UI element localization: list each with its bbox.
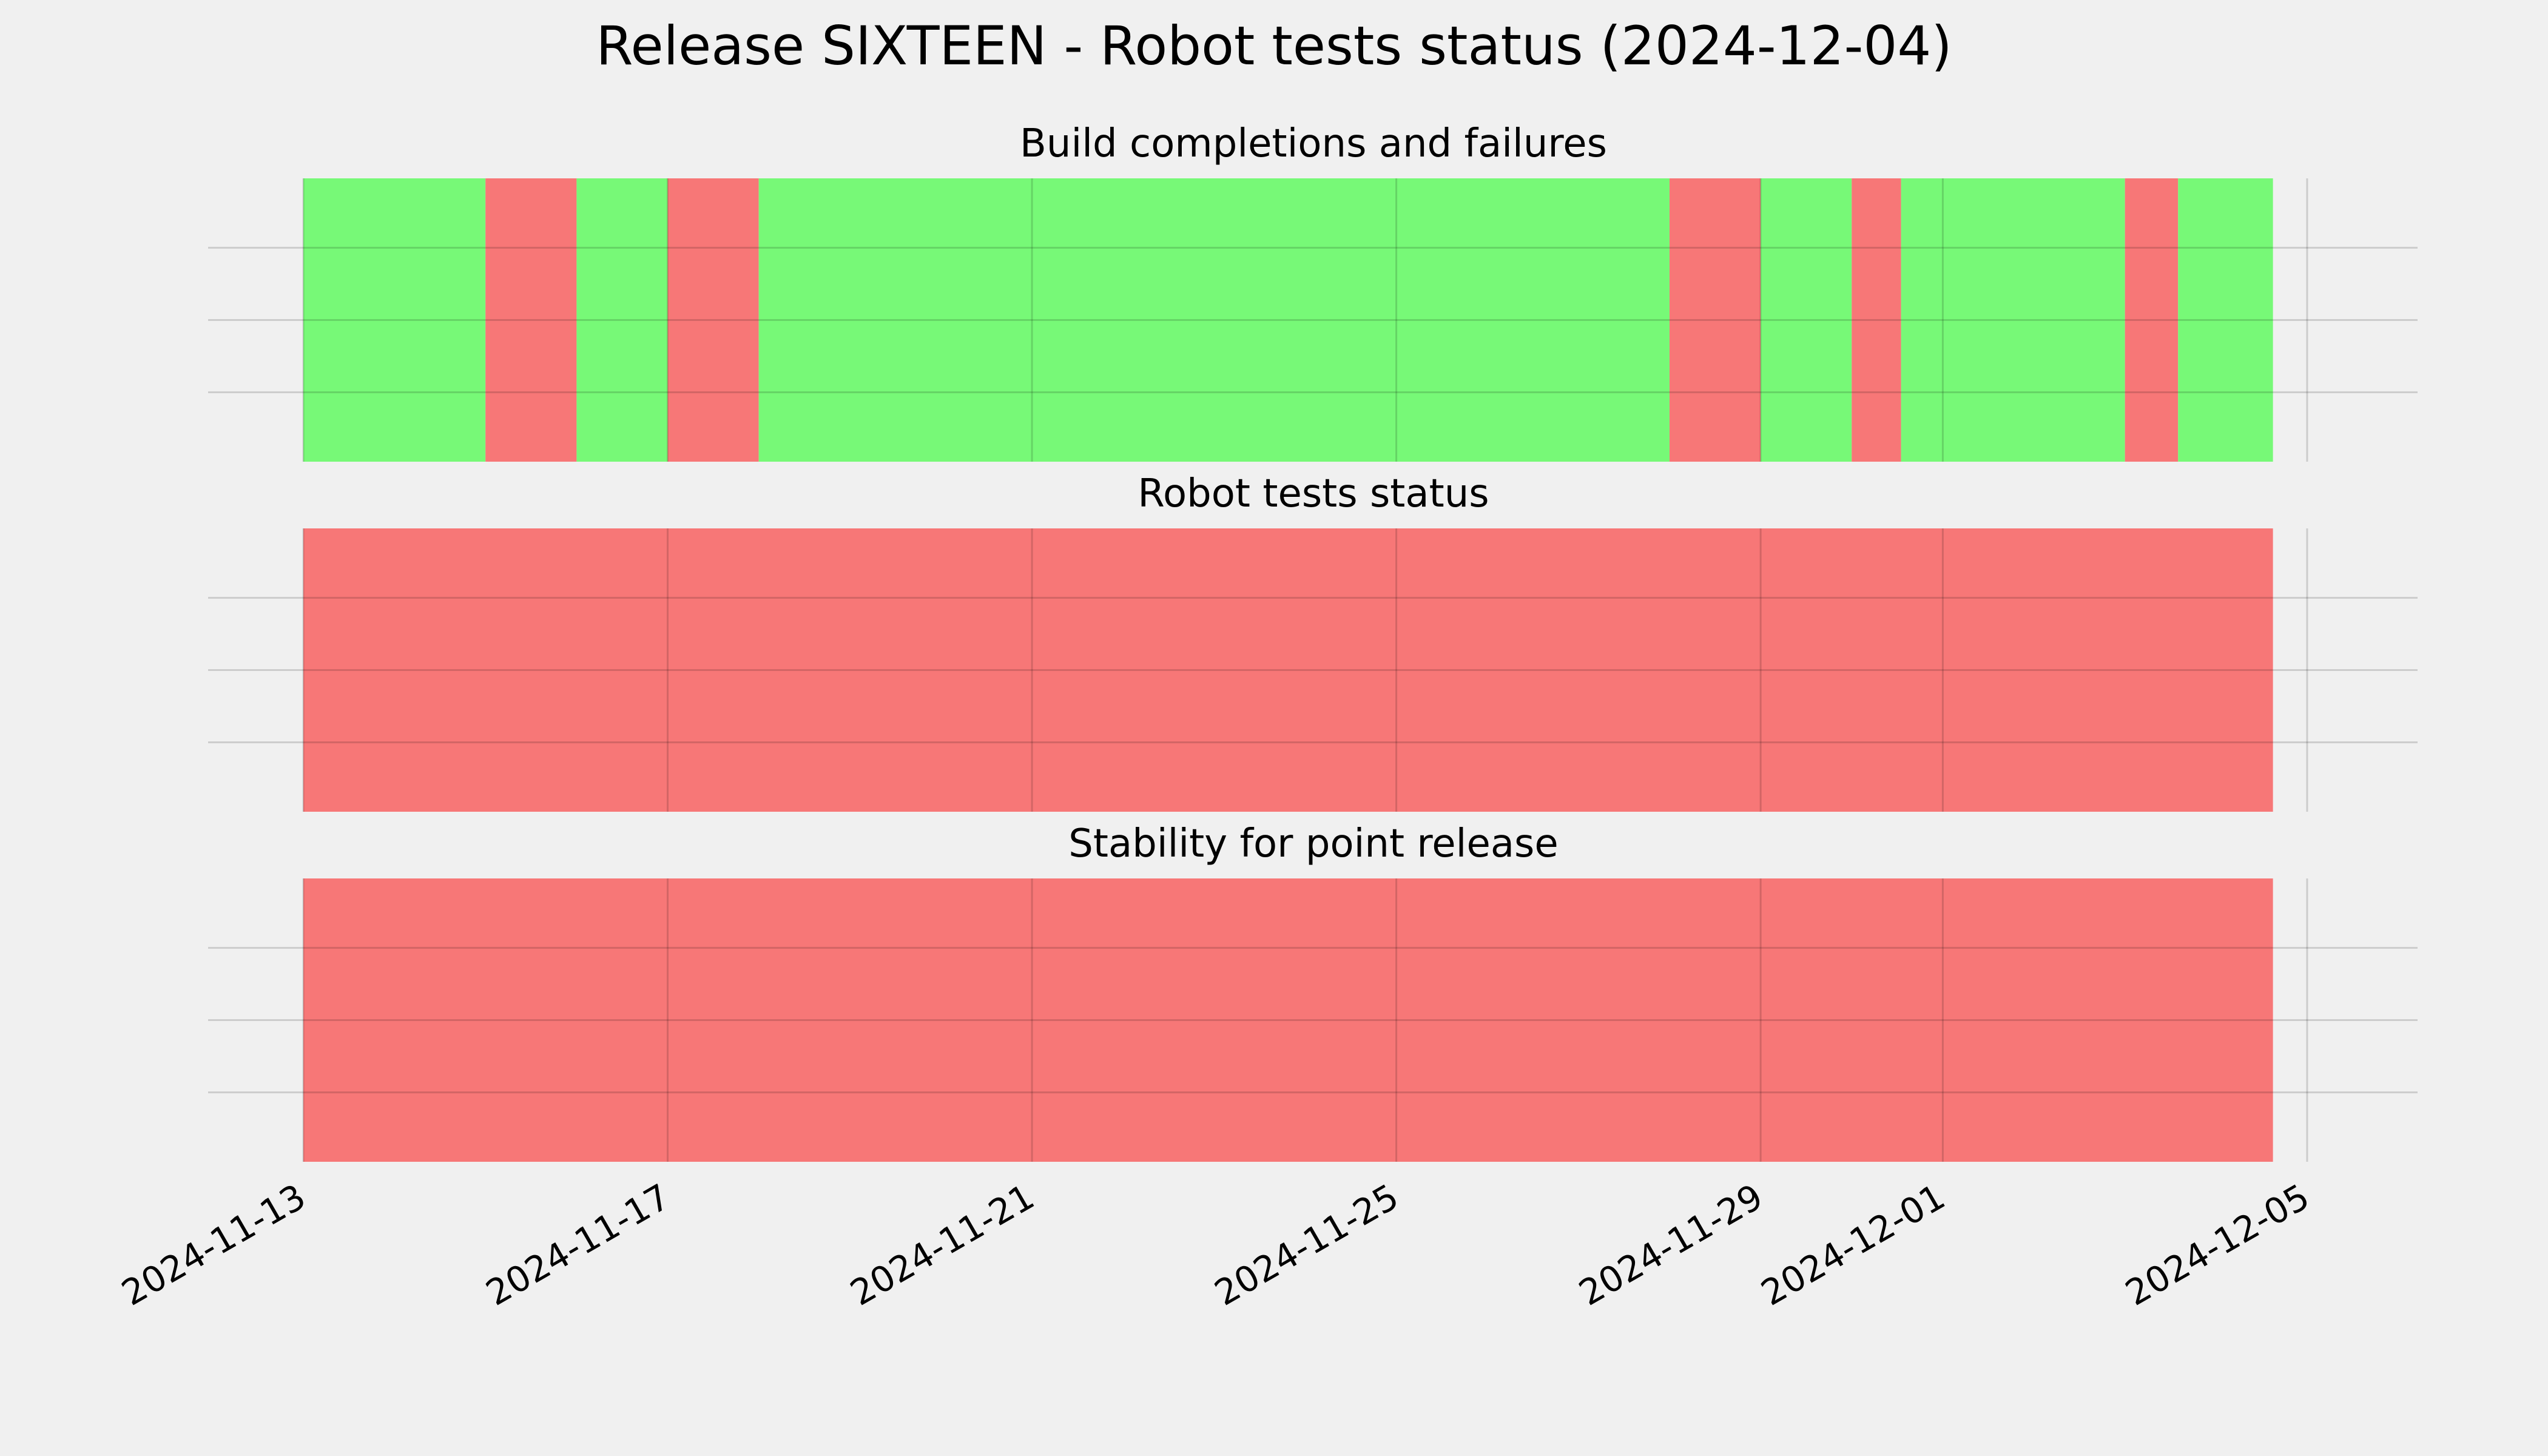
segment-fail <box>303 528 2273 812</box>
segment-fail <box>303 878 2273 1162</box>
segment-fail <box>2125 178 2179 462</box>
segment-pass <box>303 178 486 462</box>
x-tick-label: 2024-11-13 <box>115 1176 312 1313</box>
segment-pass <box>576 178 668 462</box>
x-tick-label: 2024-12-05 <box>2118 1176 2316 1313</box>
x-axis-ticks: 2024-11-13 2024-11-17 2024-11-21 2024-11-25… <box>115 1176 2316 1313</box>
panel-3: Stability for point release <box>208 821 2418 1162</box>
segment-fail <box>485 178 577 462</box>
x-tick-label: 2024-11-29 <box>1572 1176 1770 1313</box>
segment-pass <box>1901 178 2125 462</box>
x-tick-label: 2024-11-25 <box>1208 1176 1406 1313</box>
panel-2-title: Robot tests status <box>1138 471 1489 516</box>
panel-3-title: Stability for point release <box>1068 821 1559 866</box>
panels: Build completions and failures Robot test… <box>208 121 2418 1162</box>
segment-pass <box>2178 178 2273 462</box>
panel-1: Build completions and failures <box>208 121 2418 462</box>
x-tick-label: 2024-12-01 <box>1754 1176 1952 1313</box>
chart-title: Release SIXTEEN - Robot tests status (20… <box>596 15 1952 77</box>
segment-pass <box>758 178 1670 462</box>
segment-fail <box>1670 178 1761 462</box>
segment-pass <box>1761 178 1852 462</box>
panel-1-title: Build completions and failures <box>1020 121 1607 166</box>
x-tick-label: 2024-11-21 <box>843 1176 1041 1313</box>
segment-fail <box>1852 178 1901 462</box>
panel-2: Robot tests status <box>208 471 2418 812</box>
segment-fail <box>667 178 759 462</box>
x-tick-label: 2024-11-17 <box>479 1176 677 1313</box>
